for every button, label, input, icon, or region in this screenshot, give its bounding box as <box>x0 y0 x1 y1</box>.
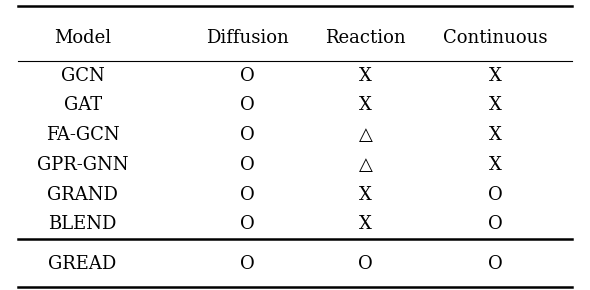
Text: O: O <box>359 255 373 273</box>
Text: X: X <box>489 156 502 174</box>
Text: Model: Model <box>54 29 111 47</box>
Text: X: X <box>489 67 502 85</box>
Text: Reaction: Reaction <box>326 29 406 47</box>
Text: O: O <box>241 126 255 144</box>
Text: X: X <box>489 126 502 144</box>
Text: △: △ <box>359 156 373 174</box>
Text: O: O <box>241 255 255 273</box>
Text: O: O <box>241 186 255 204</box>
Text: GRAND: GRAND <box>47 186 118 204</box>
Text: GREAD: GREAD <box>48 255 117 273</box>
Text: O: O <box>488 186 503 204</box>
Text: O: O <box>488 215 503 233</box>
Text: BLEND: BLEND <box>48 215 117 233</box>
Text: X: X <box>359 215 372 233</box>
Text: FA-GCN: FA-GCN <box>46 126 119 144</box>
Text: Diffusion: Diffusion <box>206 29 289 47</box>
Text: Continuous: Continuous <box>443 29 548 47</box>
Text: O: O <box>488 255 503 273</box>
Text: GCN: GCN <box>61 67 104 85</box>
Text: X: X <box>359 67 372 85</box>
Text: O: O <box>241 156 255 174</box>
Text: GPR-GNN: GPR-GNN <box>37 156 129 174</box>
Text: O: O <box>241 67 255 85</box>
Text: O: O <box>241 97 255 115</box>
Text: O: O <box>241 215 255 233</box>
Text: X: X <box>359 97 372 115</box>
Text: △: △ <box>359 126 373 144</box>
Text: X: X <box>359 186 372 204</box>
Text: GAT: GAT <box>64 97 101 115</box>
Text: X: X <box>489 97 502 115</box>
